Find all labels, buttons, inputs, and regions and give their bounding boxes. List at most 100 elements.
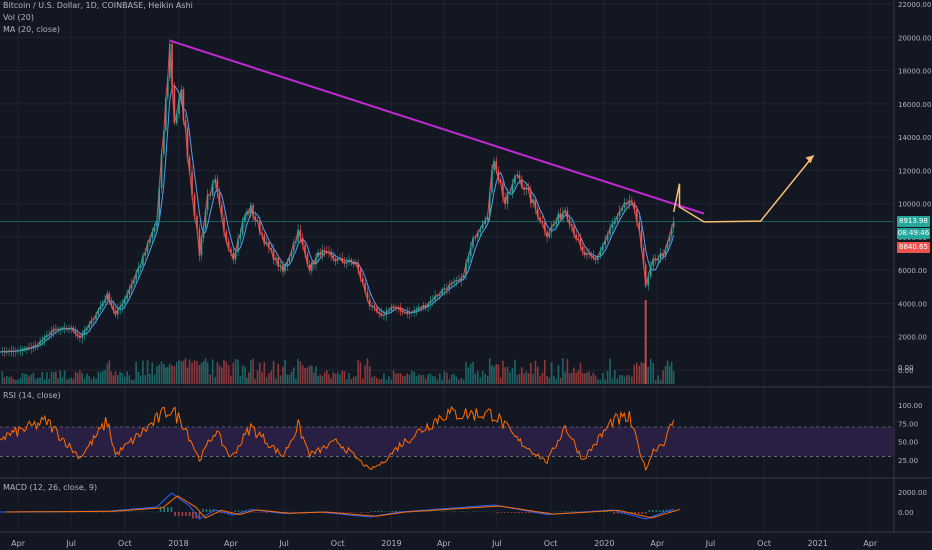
macd-hist-bar — [192, 512, 194, 519]
candle-body — [514, 176, 516, 184]
volume-bar — [502, 360, 504, 384]
macd-hist-bar — [521, 512, 524, 514]
candle-body — [539, 217, 541, 222]
candle-body — [472, 238, 474, 248]
projection-path[interactable] — [672, 154, 815, 223]
volume-bar — [623, 376, 626, 384]
candle-body — [575, 234, 577, 239]
volume-bar — [188, 359, 191, 384]
candle-body — [380, 313, 383, 316]
candle-body — [659, 253, 662, 259]
ma-legend[interactable]: MA (20, close) — [3, 25, 61, 34]
volume-bar — [413, 371, 415, 384]
candle-body — [532, 199, 534, 203]
volume-bar — [652, 362, 655, 384]
volume-bar — [21, 373, 24, 384]
volume-bar — [321, 375, 324, 384]
candle-body — [55, 329, 57, 331]
candle-body — [371, 305, 373, 307]
candle-body — [104, 300, 106, 303]
candle-body — [368, 299, 371, 306]
candle-body — [375, 307, 378, 312]
candle-body — [559, 213, 562, 219]
macd-legend[interactable]: MACD (12, 26, close, 9) — [3, 483, 98, 492]
volume-bar — [137, 371, 140, 384]
macd-hist-bar — [374, 511, 376, 512]
candle-body — [506, 192, 509, 205]
volume-legend[interactable]: Vol (20) — [3, 13, 34, 22]
macd-hist-bar — [388, 511, 390, 512]
macd-hist-bar — [88, 512, 91, 513]
candle-body — [564, 210, 566, 213]
candle-body — [462, 275, 465, 278]
volume-bar — [178, 360, 180, 384]
volume-bar — [218, 365, 221, 384]
candle-body — [422, 305, 425, 309]
volume-bar — [618, 375, 621, 384]
macd-hist-bar — [609, 511, 612, 513]
candle-body — [518, 174, 521, 179]
volume-bar — [633, 364, 636, 384]
volume-bar — [497, 364, 500, 384]
candle-body — [52, 329, 55, 333]
macd-hist-bar — [92, 512, 95, 513]
candle-body — [65, 328, 68, 330]
macd-hist-bar — [571, 511, 573, 512]
time-tick-label: Apr — [11, 539, 26, 548]
volume-bar — [484, 373, 486, 384]
candle-body — [86, 328, 88, 331]
volume-bar — [417, 374, 420, 384]
volume-bar — [246, 377, 248, 384]
volume-bar — [588, 371, 590, 384]
volume-bar — [196, 361, 198, 384]
volume-bar — [108, 360, 111, 384]
volume-bar — [532, 374, 534, 384]
volume-bar — [438, 373, 441, 384]
price-tick-label: 18000.00 — [898, 68, 931, 76]
candle-body — [657, 258, 659, 261]
volume-bar — [163, 364, 165, 384]
volume-bar — [198, 364, 201, 384]
candle-body — [443, 288, 446, 290]
candle-body — [74, 331, 77, 334]
macd-hist-bar — [262, 512, 264, 513]
candle-body — [527, 187, 530, 191]
candle-body — [336, 258, 339, 261]
volume-bars — [1, 300, 675, 384]
candle-body — [339, 258, 341, 260]
macd-hist-bar — [286, 511, 289, 513]
symbol-legend[interactable]: Bitcoin / U.S. Dollar, 1D, COINBASE, Hei… — [3, 1, 193, 10]
volume-bar — [469, 363, 472, 384]
candle-body — [270, 248, 273, 250]
candle-body — [21, 349, 24, 351]
volume-bar — [404, 375, 406, 384]
volume-bar — [443, 371, 446, 384]
volume-bar — [511, 367, 514, 384]
volume-bar — [166, 367, 169, 384]
volume-bar — [325, 370, 328, 384]
macd-hist-bar — [293, 512, 296, 513]
volume-bar — [373, 376, 376, 384]
candle-body — [450, 283, 453, 285]
macd-hist-bar — [149, 511, 151, 513]
volume-bar — [15, 379, 17, 384]
volume-bar — [186, 367, 189, 384]
macd-hist-bar — [185, 512, 187, 516]
volume-bar — [611, 378, 614, 384]
candle-body — [204, 210, 207, 228]
candle-body — [352, 262, 355, 265]
trendline[interactable] — [169, 39, 705, 215]
candle-body — [99, 306, 102, 310]
candle-body — [628, 200, 631, 205]
volume-bar — [579, 362, 582, 384]
candle-body — [79, 335, 81, 338]
candle-body — [168, 43, 171, 78]
candle-body — [19, 350, 22, 352]
candle-body — [277, 257, 280, 267]
rsi-legend[interactable]: RSI (14, close) — [3, 391, 61, 400]
volume-bar — [406, 373, 409, 384]
candle-body — [586, 253, 588, 256]
candle-body — [153, 226, 156, 232]
candle-body — [390, 306, 393, 311]
macd-hist-bar — [613, 512, 615, 514]
